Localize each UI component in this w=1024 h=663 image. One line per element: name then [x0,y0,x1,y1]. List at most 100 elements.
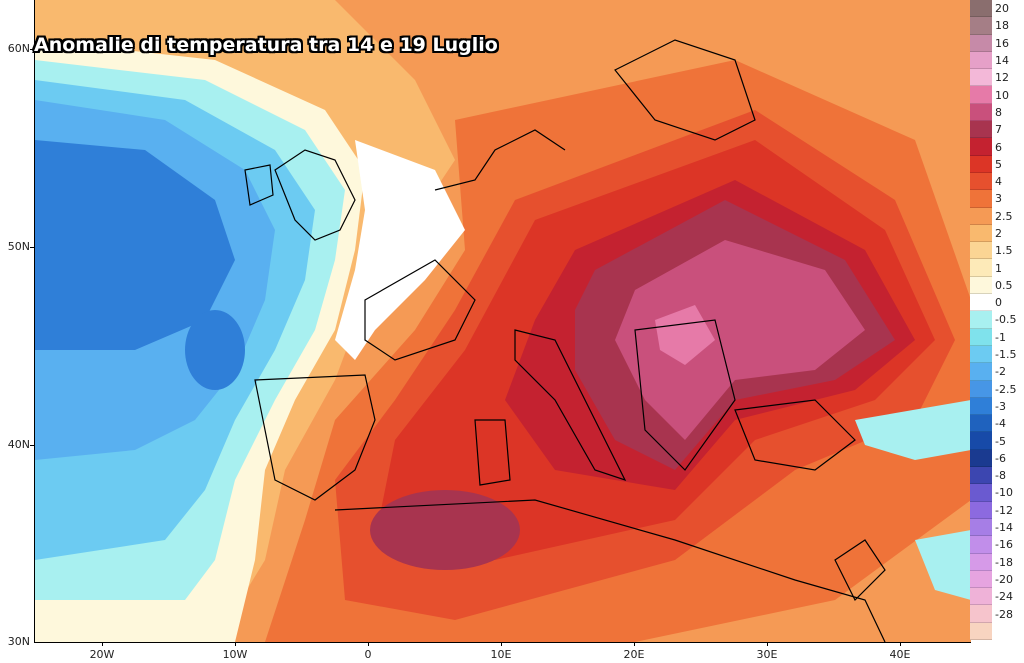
legend-label: 10 [995,88,1009,102]
legend-row: -28 [970,605,1024,623]
lon-label-40e: 40E [889,648,911,661]
legend-row: -12 [970,501,1024,519]
legend-label: 7 [995,123,1002,137]
legend-label: 1 [995,261,1002,275]
anomaly-cool-east-med [855,400,971,460]
legend-swatch [970,51,992,70]
legend-swatch [970,622,992,640]
legend-label: -2 [995,365,1006,379]
legend-row: 2.5 [970,207,1024,225]
anomaly-cool-middle-east [915,530,971,600]
legend-swatch [970,34,992,52]
legend-label: 20 [995,2,1009,16]
legend-label: -5 [995,434,1006,448]
legend-swatch [970,190,992,208]
legend-label: -14 [995,521,1013,535]
lon-label-0: 0 [364,648,372,661]
legend-label: -18 [995,555,1013,569]
legend-label: -28 [995,607,1013,621]
lon-tick [102,642,103,646]
legend-label: 0 [995,296,1002,310]
legend-row [970,622,1024,640]
anomaly-map [34,0,971,643]
legend-swatch [970,570,992,589]
legend-row: -1.5 [970,345,1024,364]
legend-label: 5 [995,157,1002,171]
legend-row: -16 [970,536,1024,554]
legend-label: 1.5 [995,244,1013,258]
legend-row: 10 [970,86,1024,104]
legend-row: 0 [970,294,1024,312]
legend-row: -18 [970,553,1024,571]
anomaly-neutral-band [335,140,465,360]
legend-swatch [970,224,992,243]
color-legend: 20 18 16 14 12 10 8 7 6 5 4 3 2.5 2 1.5 1 0.5 0 -0.5 -1 -1.5… [970,0,1024,642]
legend-swatch [970,536,992,554]
legend-row: 4 [970,172,1024,191]
legend-swatch [970,449,992,468]
legend-label: -0.5 [995,313,1017,327]
legend-swatch [970,484,992,502]
legend-row: 14 [970,51,1024,70]
legend-label: 2.5 [995,209,1013,223]
legend-row: 18 [970,17,1024,35]
legend-row: -2.5 [970,380,1024,398]
legend-row: -0.5 [970,311,1024,329]
legend-swatch [970,207,992,225]
legend-label: -1 [995,330,1006,344]
legend-swatch [970,294,992,312]
legend-label: -1.5 [995,348,1017,362]
legend-row: -3 [970,397,1024,416]
legend-row: -14 [970,518,1024,537]
lon-tick [368,642,369,646]
legend-row: 20 [970,0,1024,18]
legend-label: -6 [995,451,1006,465]
anomaly-band-10 [655,305,715,365]
legend-row: 12 [970,69,1024,87]
legend-swatch [970,501,992,519]
anomaly-hotspot-north-africa [370,490,520,570]
legend-swatch [970,328,992,346]
lat-tick [30,247,34,248]
lat-tick [30,445,34,446]
legend-swatch [970,345,992,364]
lon-tick [634,642,635,646]
legend-row: 3 [970,190,1024,208]
legend-swatch [970,259,992,277]
legend-row: -2 [970,363,1024,381]
legend-swatch [970,588,992,606]
legend-swatch [970,397,992,416]
legend-label: 6 [995,140,1002,154]
legend-row: 1 [970,259,1024,277]
legend-swatch [970,415,992,433]
legend-swatch [970,432,992,450]
map-title: Anomalie di temperatura tra 14 e 19 Lugl… [34,34,498,56]
legend-label: 16 [995,36,1009,50]
legend-swatch [970,363,992,381]
legend-label: 18 [995,19,1009,33]
legend-swatch [970,380,992,398]
legend-swatch [970,0,992,18]
legend-label: -24 [995,590,1013,604]
legend-swatch [970,553,992,571]
lon-label-20w: 20W [89,648,115,661]
legend-row: -20 [970,570,1024,589]
legend-row: 0.5 [970,276,1024,295]
lat-tick [30,49,34,50]
legend-swatch [970,103,992,122]
legend-swatch [970,155,992,173]
legend-swatch [970,311,992,329]
lon-tick [501,642,502,646]
legend-label: 4 [995,175,1002,189]
legend-row: -24 [970,588,1024,606]
legend-swatch [970,518,992,537]
legend-label: 14 [995,54,1009,68]
legend-label: -4 [995,417,1006,431]
legend-swatch [970,605,992,623]
lat-label-60n: 60N [7,42,30,55]
legend-row: -8 [970,467,1024,485]
anomaly-band-cool-4 [35,140,235,350]
lon-tick [235,642,236,646]
legend-label: -3 [995,399,1006,413]
legend-label: 2 [995,227,1002,240]
